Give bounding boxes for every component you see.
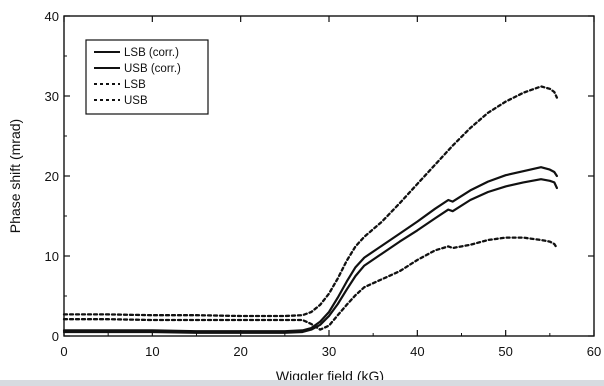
y-tick-label-0: 0 (52, 329, 59, 344)
legend-label-usb: USB (124, 95, 148, 107)
y-tick-label-10: 10 (45, 249, 59, 264)
scan-bottom-strip (0, 380, 604, 386)
legend-label-lsb-corr: LSB (corr.) (124, 47, 179, 59)
x-tick-label-30: 30 (322, 344, 336, 359)
legend-label-lsb: LSB (124, 79, 146, 91)
series-line-usb (62, 236, 559, 331)
x-tick-label-60: 60 (587, 344, 601, 359)
y-axis-label: Phase shift (mrad) (7, 119, 23, 233)
x-tick-label-20: 20 (233, 344, 247, 359)
series-line-lsb-corr (62, 166, 559, 333)
x-tick-label-0: 0 (60, 344, 67, 359)
x-tick-label-50: 50 (498, 344, 512, 359)
legend-label-usb-corr: USB (corr.) (124, 63, 181, 75)
series-line-usb-corr (62, 178, 559, 334)
x-tick-label-40: 40 (410, 344, 424, 359)
y-tick-label-40: 40 (45, 9, 59, 24)
y-tick-label-20: 20 (45, 169, 59, 184)
y-tick-label-30: 30 (45, 89, 59, 104)
series-line-lsb (62, 85, 559, 318)
x-tick-label-10: 10 (145, 344, 159, 359)
